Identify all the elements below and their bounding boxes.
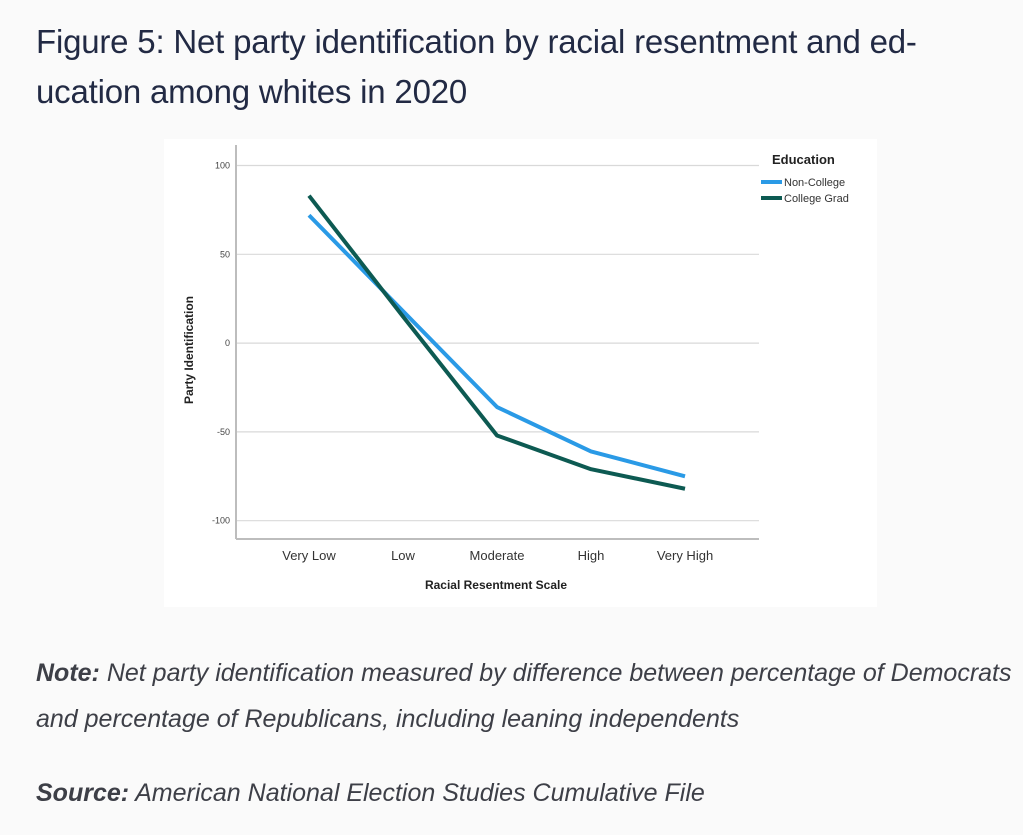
series-line-college-grad: [307, 194, 686, 491]
x-tick-label: Very High: [657, 548, 713, 563]
note-label: Note:: [36, 659, 100, 687]
series-lines: [307, 194, 686, 491]
figure-title: Figure 5: Net party identification by ra…: [36, 17, 1016, 117]
legend-label: Non-College: [784, 177, 845, 189]
y-tick-label: 100: [215, 161, 230, 171]
x-tick-labels: Very Low Low Moderate High Very High: [282, 548, 713, 563]
y-tick-label: 50: [220, 249, 230, 259]
note-text: Net party identification measured by dif…: [36, 659, 1012, 733]
axes: [235, 145, 759, 540]
x-tick-label: High: [578, 548, 605, 563]
x-tick-label: Low: [391, 548, 415, 563]
x-tick-label: Very Low: [282, 548, 336, 563]
legend-title: Education: [772, 152, 835, 167]
chart-container: 100 50 0 -50 -100 Very Low Low Moderate High Ver…: [164, 139, 877, 607]
y-tick-labels: 100 50 0 -50 -100: [212, 161, 230, 526]
y-tick-label: 0: [225, 338, 230, 348]
x-tick-label: Moderate: [470, 548, 525, 563]
source-text: American National Election Studies Cumul…: [129, 779, 705, 807]
y-tick-label: -50: [217, 427, 230, 437]
source-label: Source:: [36, 779, 130, 807]
y-axis-title: Party Identification: [182, 296, 196, 404]
x-axis-title: Racial Resentment Scale: [425, 578, 567, 592]
y-tick-label: -100: [212, 516, 230, 526]
figure-source: Source: American National Election Studi…: [36, 770, 1016, 816]
legend: Education Non-College College Grad: [761, 152, 849, 205]
legend-label: College Grad: [784, 193, 849, 205]
gridlines: [236, 164, 759, 522]
figure-title-line2: ucation among whites in 2020: [36, 73, 468, 110]
figure-note: Note: Net party identification measured …: [36, 650, 1016, 742]
figure-title-line1: Figure 5: Net party identification by ra…: [36, 23, 917, 60]
